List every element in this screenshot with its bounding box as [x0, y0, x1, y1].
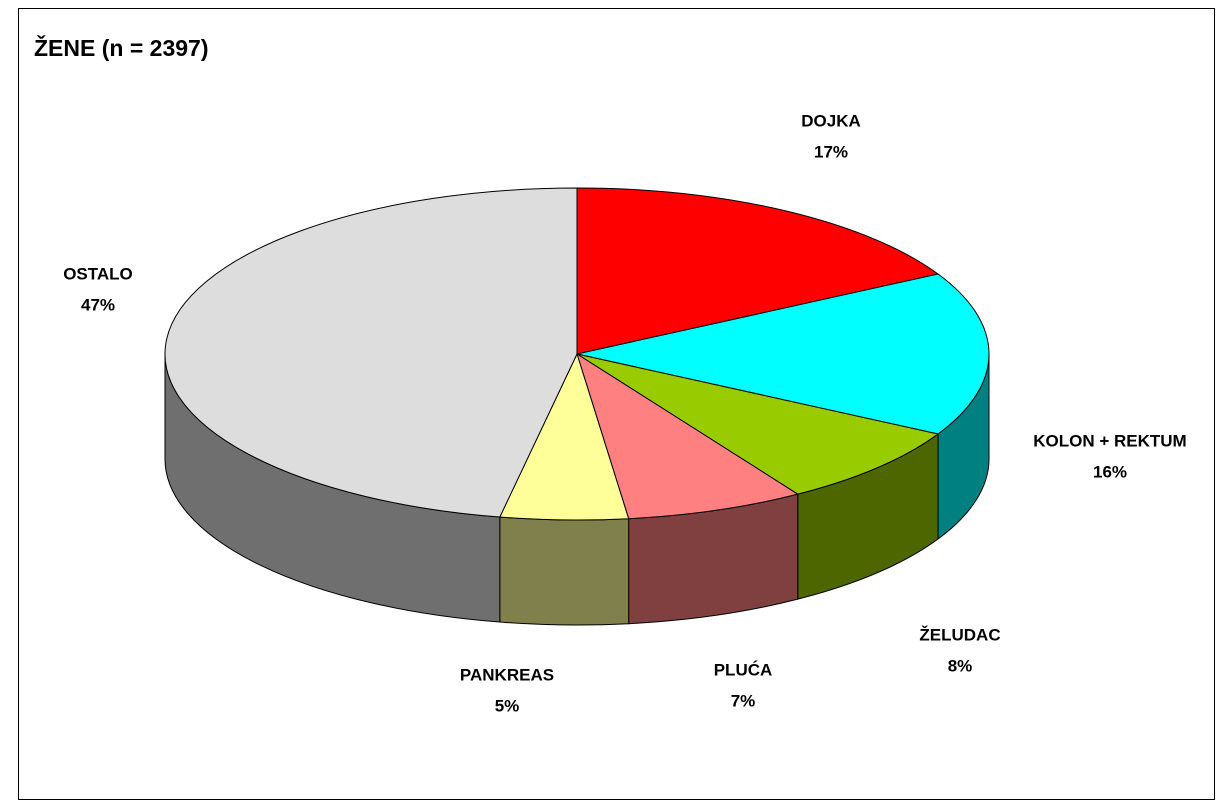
chart-title: ŽENE (n = 2397) [34, 34, 208, 61]
pie-slice [576, 187, 940, 355]
slice-label: PANKREAS [460, 665, 554, 684]
slice-value-label: 5% [495, 696, 520, 715]
pie-slice-side [499, 516, 630, 626]
slice-label: PLUĆA [714, 660, 773, 679]
pie-slice [576, 352, 800, 520]
slice-label: KOLON + REKTUM [1033, 431, 1186, 450]
slice-label: DOJKA [801, 111, 861, 130]
slice-value-label: 7% [731, 691, 756, 710]
slice-value-label: 16% [1093, 462, 1127, 481]
pie-slice [576, 353, 940, 495]
pie-slice [576, 273, 990, 435]
slice-value-label: 17% [814, 142, 848, 161]
slice-value-label: 8% [948, 656, 973, 675]
slice-value-label: 47% [81, 295, 115, 314]
pie-slice [164, 187, 578, 518]
slice-label: ŽELUDAC [919, 625, 1000, 644]
slice-label: OSTALO [63, 264, 133, 283]
